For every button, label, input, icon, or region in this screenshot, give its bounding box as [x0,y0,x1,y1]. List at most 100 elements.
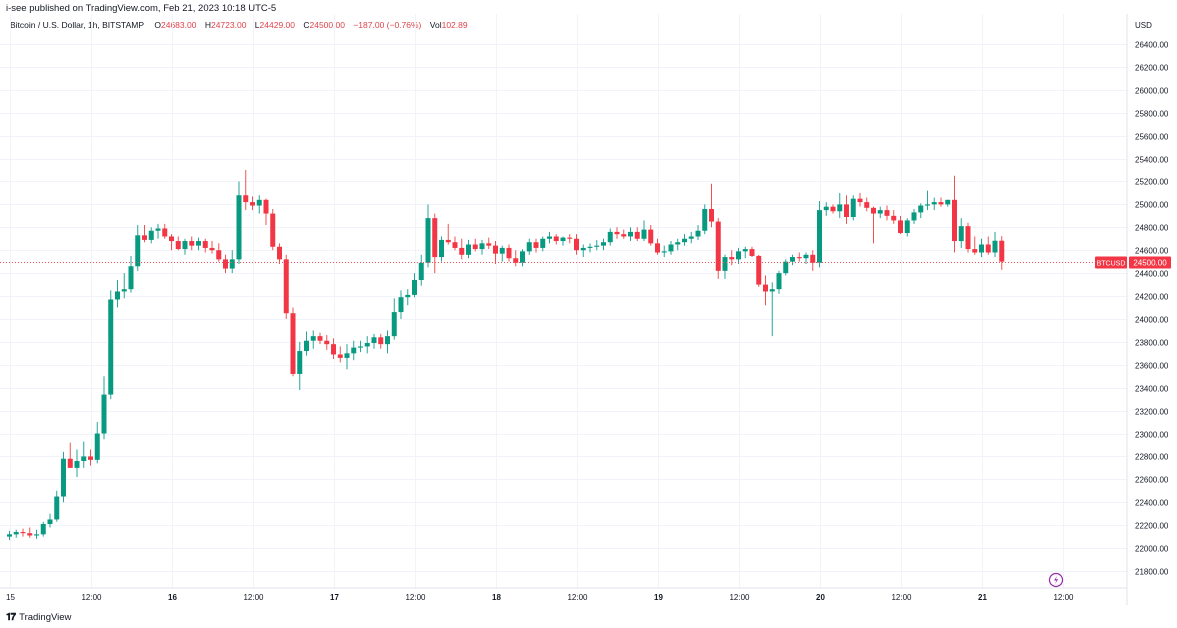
candle [783,259,789,276]
footer-brand: 𝟏𝟕 TradingView [6,612,71,623]
candle [94,422,100,464]
candle-body [358,346,363,348]
candle [547,231,552,244]
candle [796,252,802,262]
candle-body [722,257,728,271]
candle [580,244,586,258]
candle-body [911,212,917,221]
candle-body [47,519,53,525]
candle-body [790,257,795,262]
candle [439,236,444,262]
candle [864,197,870,212]
price-tick-label: 22400.00 [1135,499,1169,508]
candle [850,195,856,221]
candle-body [317,336,323,341]
candle-body [972,249,978,253]
candle-body [20,532,26,534]
candle-body [979,244,984,253]
candle [938,197,944,207]
candle-body [108,299,114,395]
low-value: 24429.00 [259,20,295,30]
candle [641,220,647,242]
last-price-badge [1129,256,1171,269]
candle [560,236,566,246]
candle [891,210,897,224]
candle [472,238,478,252]
candle [688,231,694,244]
candle-body [938,202,944,205]
candle [371,333,377,349]
candle-body [459,247,465,255]
candle-body [297,351,303,374]
candle-body [256,199,262,206]
candle [34,529,39,539]
time-tick-label: 16 [168,593,177,602]
candle-body [958,226,964,242]
price-tick-label: 24600.00 [1135,247,1169,256]
candle-body [189,241,195,246]
candle-body [553,236,559,242]
candle [358,340,363,353]
candle-body [74,461,80,468]
candle [844,195,849,224]
candle-body [918,205,924,213]
symbol-badge-label: BTCUSD [1097,261,1126,268]
candle [385,330,390,354]
high-value: 24723.00 [210,20,247,30]
candle-body [344,353,350,358]
candle [763,275,768,306]
candle [61,451,66,503]
candle-body [7,534,12,537]
candle [925,190,930,211]
candle-body [290,313,296,374]
candle-body [81,456,87,462]
candle-body [695,230,701,237]
time-tick-label: 21 [978,593,987,602]
candle [499,245,505,262]
ohlc-legend: Bitcoin / U.S. Dollar, 1h, BITSTAMP O246… [10,20,474,30]
candle-body [945,199,951,205]
price-tick-label: 24400.00 [1135,270,1169,279]
time-tick-label: 12:00 [567,593,588,602]
candle-body [61,458,66,497]
candle [297,341,303,390]
candle [992,231,998,258]
symbol-title: Bitcoin / U.S. Dollar, 1h, BITSTAMP [10,20,144,30]
candle [830,204,836,214]
candle-body [67,458,73,468]
tradingview-logo-icon: 𝟏𝟕 [6,612,16,623]
candle-body [472,244,478,250]
candle [162,223,168,239]
candle-body [796,257,802,259]
candle [722,254,728,279]
last-price-marker: BTCUSD 24500.00 [0,256,1171,269]
candle [142,225,147,243]
price-tick-label: 23200.00 [1135,408,1169,417]
candle [317,332,323,345]
price-tick-label: 26200.00 [1135,64,1169,73]
candle-body [364,343,370,347]
price-tick-label: 25400.00 [1135,156,1169,165]
time-tick-label: 12:00 [243,593,264,602]
candle-body [587,246,593,248]
candle [648,225,654,246]
candle-body [810,254,816,263]
candle-body [769,289,775,292]
price-tick-label: 23600.00 [1135,362,1169,371]
candle [614,227,620,239]
price-tick-label: 23400.00 [1135,385,1169,394]
candle [412,273,417,298]
lightning-icon[interactable] [1048,572,1064,588]
candle [418,254,424,286]
candle-body [877,210,883,214]
candle [155,223,161,239]
candle [391,298,397,340]
candle-body [479,243,485,250]
price-tick-label: 23800.00 [1135,339,1169,348]
candle-body [661,251,667,253]
candle-body [425,218,431,263]
candle-body [277,246,282,260]
candle [729,250,735,266]
candle [776,270,782,294]
